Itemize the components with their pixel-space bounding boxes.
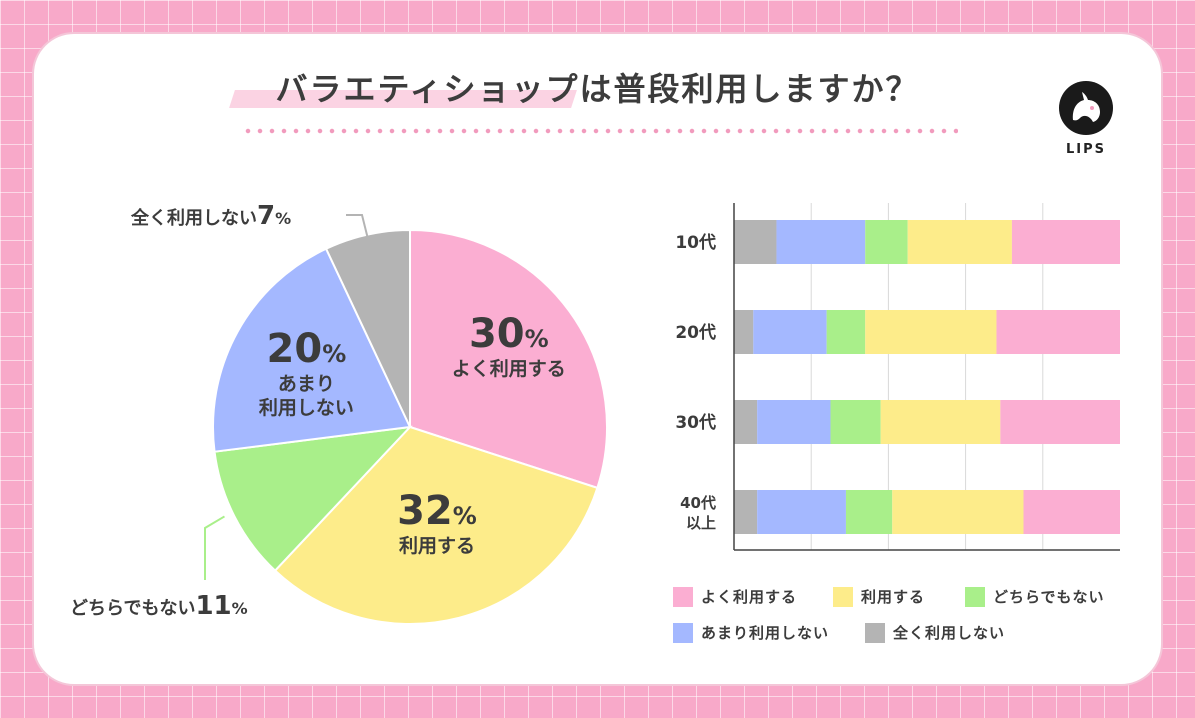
bar-segment-2-1	[757, 400, 831, 444]
logo-text: LIPS	[1065, 142, 1106, 157]
legend-label: よく利用する	[701, 588, 798, 606]
pie-category-label-3: あまり	[278, 373, 335, 395]
legend-item-riyou: 利用する	[833, 586, 925, 607]
bar-segment-2-3	[880, 400, 1001, 444]
bar-segment-3-4	[1023, 490, 1120, 534]
legend-label: 全く利用しない	[893, 624, 1006, 642]
bar-segment-3-1	[757, 490, 846, 534]
bar-segment-1-4	[996, 310, 1120, 354]
pie-slice-0	[409, 228, 608, 490]
bar-segment-3-2	[845, 490, 893, 534]
legend-item-yoku: よく利用する	[673, 586, 797, 607]
legend-label: あまり利用しない	[701, 624, 830, 642]
pie-category-label-0: よく利用する	[452, 358, 566, 380]
pie-category-label-1: 利用する	[399, 535, 475, 557]
pie-category-label-3: 利用しない	[259, 397, 354, 419]
bar-segment-1-3	[865, 310, 997, 354]
legend-swatch	[673, 622, 693, 643]
pie-slice-2	[213, 425, 413, 573]
bar-segment-3-3	[892, 490, 1024, 534]
bar-segment-1-2	[826, 310, 866, 354]
chart-title: バラエティショップは普段利用しますか？	[275, 70, 920, 108]
bar-segment-2-4	[1000, 400, 1120, 444]
bar-segment-1-0	[734, 310, 754, 354]
pie-value-label-0: 30%	[469, 311, 549, 357]
legend-item-dochira: どちらでもない	[965, 586, 1105, 607]
bar-segment-0-4	[1011, 220, 1120, 264]
bar-segment-0-2	[865, 220, 908, 264]
bar-category-label-1: 20代	[675, 322, 716, 343]
bar-category-label-3: 以上	[686, 514, 716, 532]
legend-label: どちらでもない	[993, 588, 1105, 606]
legend-swatch	[965, 586, 985, 607]
legend-swatch	[833, 586, 853, 607]
legend-swatch	[865, 622, 885, 643]
pie-value-label-3: 20%	[267, 326, 347, 372]
bar-segment-3-0	[734, 490, 758, 534]
bar-category-label-2: 30代	[675, 412, 716, 433]
pie-leader-line-2	[204, 515, 225, 580]
bar-segment-0-1	[776, 220, 866, 264]
bar-category-label-3: 40代	[680, 494, 716, 512]
bar-segment-2-2	[830, 400, 881, 444]
bar-segment-2-0	[734, 400, 758, 444]
chart-card	[34, 34, 1161, 684]
pie-slice-3	[212, 247, 412, 453]
legend-swatch	[673, 586, 693, 607]
pie-value-label-1: 32%	[397, 488, 477, 534]
pie-outside-label-2: どちらでもない11%	[70, 591, 248, 621]
legend-item-amari: あまり利用しない	[673, 622, 829, 643]
legend-label: 利用する	[861, 588, 926, 606]
pie-leader-line-4	[346, 214, 369, 239]
bar-segment-0-0	[734, 220, 777, 264]
pie-outside-label-4: 全く利用しない7%	[130, 201, 291, 231]
bar-category-label-0: 10代	[675, 232, 716, 253]
dotted-divider	[242, 128, 958, 134]
deer-head-icon	[1059, 81, 1113, 135]
pie-slice-1	[273, 425, 599, 625]
bar-segment-0-3	[907, 220, 1012, 264]
bar-segment-1-1	[753, 310, 827, 354]
legend-item-mattaku: 全く利用しない	[865, 622, 1005, 643]
